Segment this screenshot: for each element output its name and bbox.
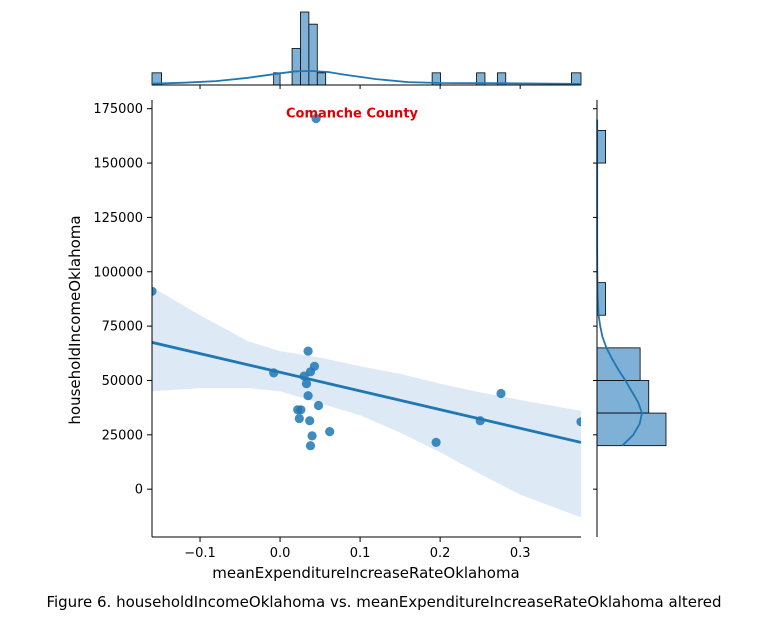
data-point-9 [296, 405, 306, 415]
y-tick-label-5: 125000 [93, 211, 143, 226]
x-axis-title: meanExpenditureIncreaseRateOklahoma [212, 564, 520, 582]
data-point-7 [303, 391, 313, 401]
data-point-14 [307, 431, 317, 441]
data-point-6 [301, 379, 312, 389]
axes [147, 85, 597, 542]
annotation-comanche-county: Comanche County [286, 107, 419, 122]
y-tick-label-6: 150000 [93, 157, 143, 172]
data-point-20 [576, 417, 581, 427]
y-hist-bar-2 [596, 347, 641, 381]
data-point-13 [325, 427, 335, 437]
figure-caption: Figure 6. householdIncomeOklahoma vs. me… [46, 593, 721, 611]
data-point-0 [152, 286, 157, 296]
x-hist-bar-2 [291, 48, 301, 86]
data-point-16 [311, 113, 321, 124]
y-tick-label-4: 100000 [93, 265, 143, 280]
x-hist-bar-4 [308, 23, 318, 86]
data-point-3 [303, 346, 313, 356]
data-point-19 [496, 388, 506, 399]
x-tick-label-1: 0.0 [270, 546, 291, 561]
x-tick-label-4: 0.3 [510, 546, 531, 561]
marginal-x-histogram [151, 11, 582, 86]
data-point-10 [294, 413, 304, 424]
y-hist-bar-4 [596, 412, 667, 447]
x-tick-label-0: −0.1 [184, 546, 216, 561]
data-point-17 [431, 437, 441, 447]
main-scatter-plot [152, 113, 581, 518]
marginal-y-histogram [596, 100, 667, 537]
x-tick-label-2: 0.1 [350, 546, 371, 561]
data-point-5 [309, 361, 320, 371]
x-hist-bar-3 [300, 11, 310, 86]
x-kde-curve [151, 70, 582, 85]
regression-line [152, 341, 581, 444]
x-hist-bar-5 [316, 72, 327, 86]
y-hist-bar-0 [596, 130, 607, 164]
confidence-band [152, 287, 581, 518]
y-tick-label-0: 0 [135, 483, 143, 498]
y-tick-label-1: 25000 [102, 428, 143, 443]
x-tick-label-3: 0.2 [430, 546, 451, 561]
y-tick-label-2: 50000 [102, 374, 143, 389]
data-point-15 [305, 441, 316, 451]
y-axis-title: householdIncomeOklahoma [66, 215, 84, 424]
y-tick-label-3: 75000 [102, 320, 143, 335]
data-point-12 [305, 416, 315, 426]
data-point-11 [313, 400, 324, 411]
y-tick-label-7: 175000 [93, 102, 143, 117]
tick-labels: −0.1 0.0 0.1 0.2 0.3 0 25000 50000 75000 100000 12… [93, 102, 530, 561]
